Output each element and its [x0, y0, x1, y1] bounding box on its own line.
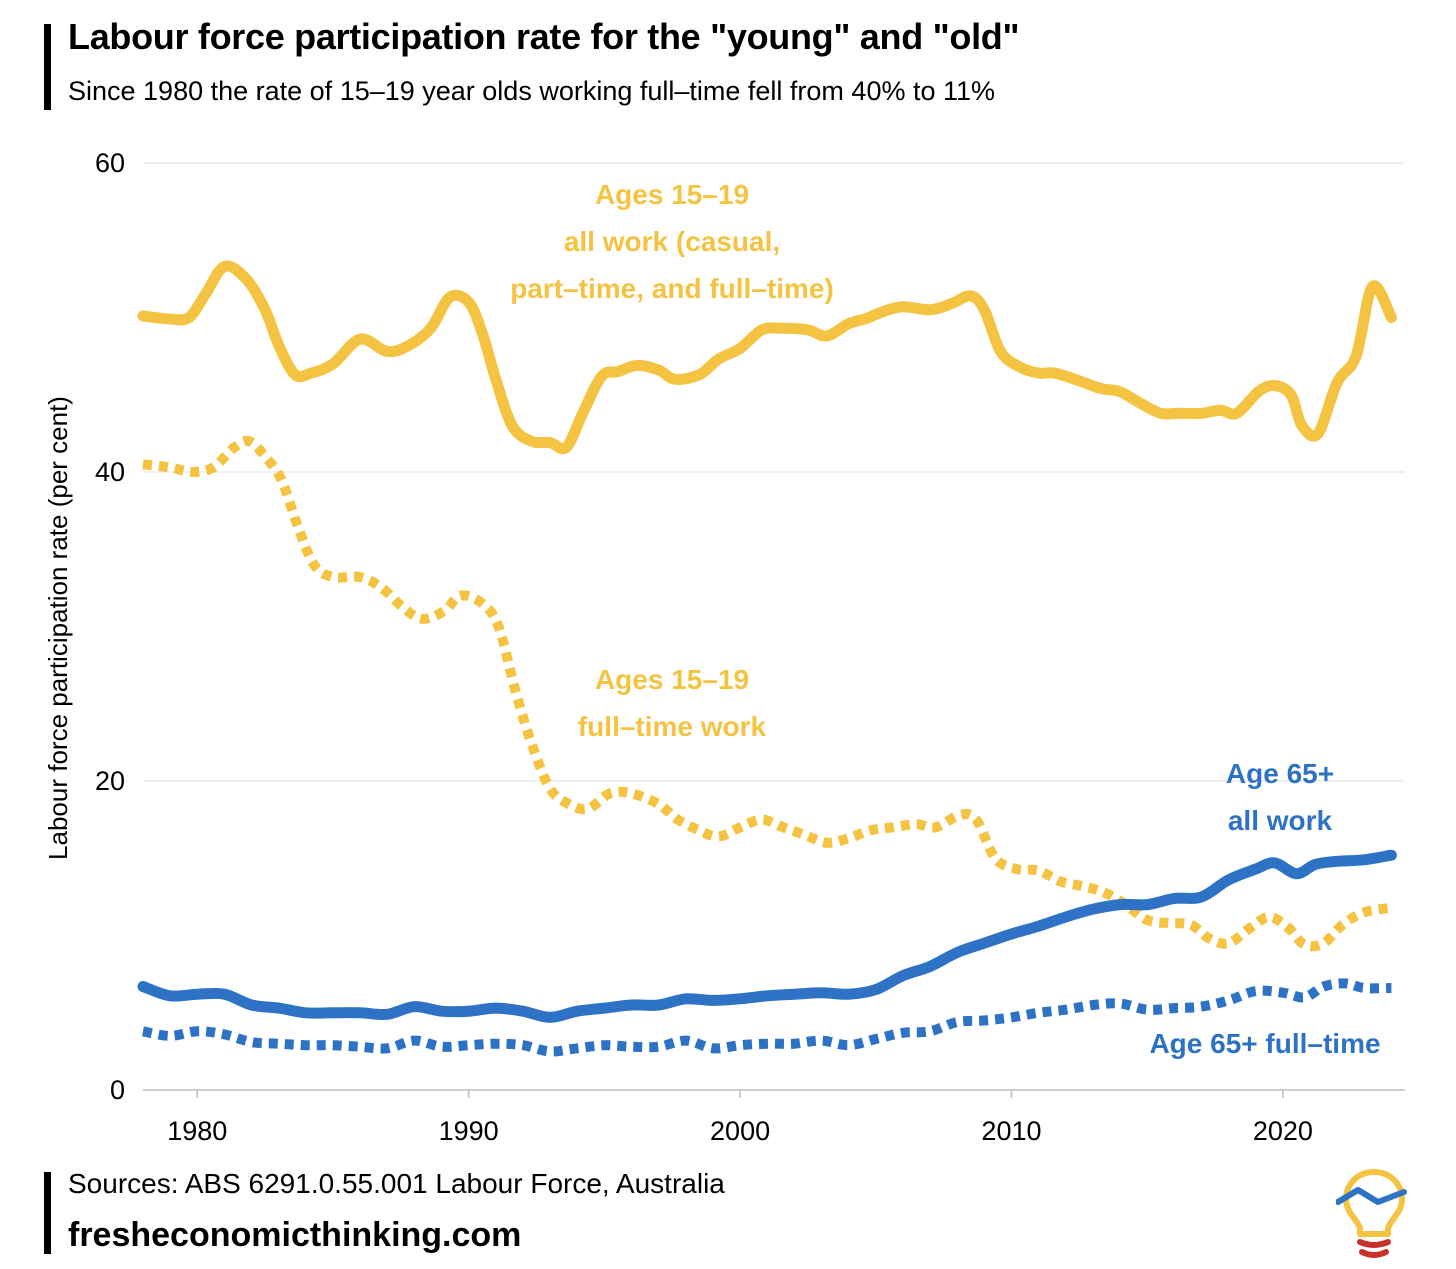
series-old-full-time-line — [142, 978, 1392, 1057]
source-note: Sources: ABS 6291.0.55.001 Labour Force,… — [68, 1168, 725, 1199]
logo-base-1 — [1357, 1239, 1391, 1248]
series-old-all-work-label: Age 65+ — [1226, 758, 1334, 789]
series-young-full-time-label: full–time work — [578, 711, 767, 742]
y-tick-label: 40 — [95, 457, 125, 487]
series-old-all-work-label: all work — [1228, 805, 1333, 836]
line-chart: 0 20 40 60 1980 1990 2000 2010 2020 Ages 15–19 al… — [43, 148, 1405, 1146]
x-tick-label: 1990 — [439, 1116, 499, 1146]
series-old-all-work-line — [137, 849, 1397, 1023]
y-tick-label: 20 — [95, 766, 125, 796]
series-young-full-time-line — [142, 435, 1393, 952]
label-layer: Ages 15–19 all work (casual, part–time, an… — [510, 179, 1380, 1059]
y-tick-label: 60 — [95, 148, 125, 178]
chart-title: Labour force participation rate for the … — [68, 16, 1020, 57]
logo-base-2 — [1359, 1249, 1389, 1258]
series-old-full-time-label: Age 65+ full–time — [1149, 1028, 1380, 1059]
series-young-full-time-label: Ages 15–19 — [595, 664, 749, 695]
x-tick-label: 2010 — [981, 1116, 1041, 1146]
logo-trend-line — [1336, 1187, 1407, 1205]
y-axis-title: Labour force participation rate (per cen… — [43, 396, 73, 860]
x-tick-label: 2000 — [710, 1116, 770, 1146]
x-tick-label: 1980 — [167, 1116, 227, 1146]
grid-layer — [143, 162, 1405, 1091]
footer-accent-bar — [44, 1172, 51, 1254]
x-tick-label: 2020 — [1253, 1116, 1313, 1146]
lightbulb-logo-icon — [1336, 1169, 1407, 1258]
series-young-all-work-line — [137, 260, 1397, 455]
axis-layer: 0 20 40 60 1980 1990 2000 2010 2020 — [95, 148, 1313, 1146]
site-url: fresheconomicthinking.com — [68, 1216, 522, 1254]
chart-subtitle: Since 1980 the rate of 15–19 year olds w… — [68, 76, 996, 106]
header-accent-bar — [44, 24, 51, 110]
logo-bulb-outline — [1343, 1169, 1405, 1237]
series-young-all-work-label: Ages 15–19 — [595, 179, 749, 210]
y-tick-label: 0 — [110, 1075, 125, 1105]
series-young-all-work-label: all work (casual, — [564, 226, 780, 257]
series-young-all-work-label: part–time, and full–time) — [510, 273, 834, 304]
series-layer — [137, 260, 1397, 1057]
